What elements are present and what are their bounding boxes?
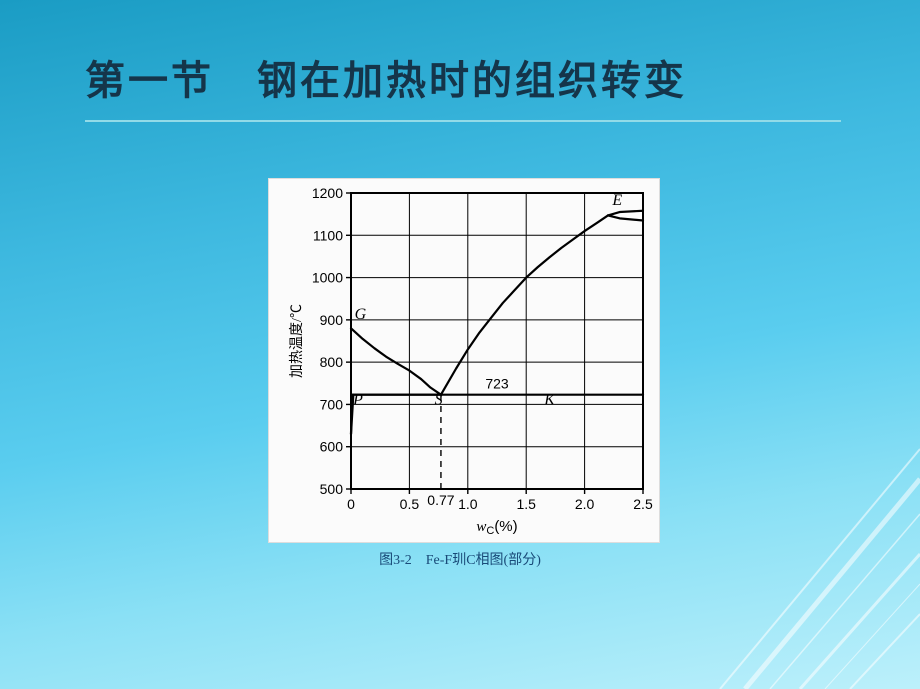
svg-text:500: 500: [320, 481, 344, 497]
svg-text:1200: 1200: [312, 185, 343, 201]
chart-caption: 图3-2 Fe-F玔C相图(部分): [0, 549, 920, 569]
svg-text:723: 723: [485, 376, 509, 392]
svg-text:G: G: [355, 306, 367, 323]
svg-text:600: 600: [320, 439, 344, 455]
svg-text:0: 0: [347, 496, 355, 512]
svg-text:加热温度/℃: 加热温度/℃: [289, 304, 305, 378]
svg-text:K: K: [543, 391, 556, 408]
phase-diagram-chart: 723 0.77 G P S K E 500 600 700 800 900 1000 1100 1200 0…: [268, 178, 660, 543]
svg-text:1100: 1100: [313, 227, 343, 243]
svg-text:S: S: [435, 391, 443, 408]
svg-text:P: P: [352, 391, 363, 408]
svg-text:1.0: 1.0: [458, 496, 478, 512]
page-title-bar: 第一节 钢在加热时的组织转变: [85, 48, 841, 122]
svg-text:0.5: 0.5: [400, 496, 420, 512]
svg-text:2.5: 2.5: [633, 496, 653, 512]
svg-text:E: E: [611, 192, 622, 209]
chart-svg: 723 0.77 G P S K E 500 600 700 800 900 1000 1100 1200 0…: [269, 179, 661, 544]
svg-text:wC(%): wC(%): [476, 518, 517, 537]
page-title: 第一节 钢在加热时的组织转变: [85, 48, 841, 106]
svg-text:2.0: 2.0: [575, 496, 595, 512]
svg-text:1000: 1000: [312, 270, 343, 286]
svg-text:900: 900: [320, 312, 344, 328]
svg-text:700: 700: [320, 396, 344, 412]
title-underline: [85, 120, 841, 122]
svg-text:800: 800: [320, 354, 344, 370]
svg-text:1.5: 1.5: [516, 496, 536, 512]
svg-text:0.77: 0.77: [427, 492, 454, 508]
